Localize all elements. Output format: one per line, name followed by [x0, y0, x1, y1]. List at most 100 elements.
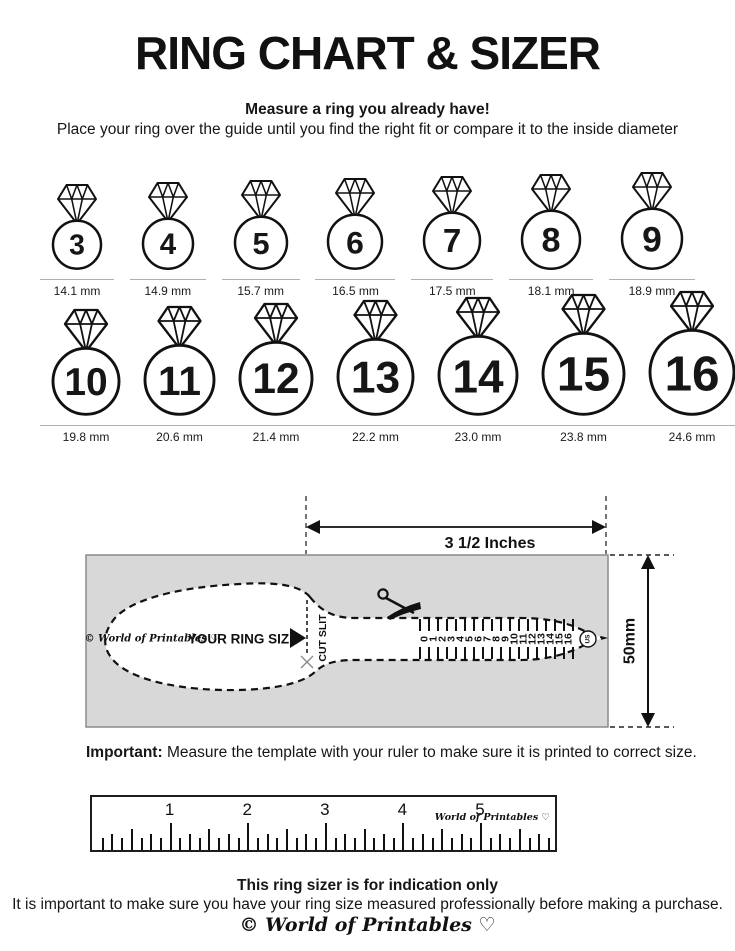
ruler-tick: [363, 829, 366, 850]
scissors-icon: [377, 588, 421, 620]
ruler-tick: [179, 838, 182, 850]
ruler-tick: [315, 838, 318, 850]
ring-size-number: 13: [351, 353, 400, 402]
ruler-tick: [286, 829, 288, 850]
diameter-underline: [227, 425, 325, 426]
diamond-ring-icon: 14: [437, 296, 519, 416]
ruler-tick: [189, 834, 191, 850]
ring-size-item: 8 18.1 mm: [509, 173, 594, 298]
ruler-tick: [392, 838, 395, 850]
arrow-up-icon: [641, 555, 655, 569]
ruler-tick: [140, 838, 143, 850]
ruler-tick: [237, 838, 240, 850]
ring-size-item: 13 22.2 mm: [325, 299, 426, 444]
scale-number: 13: [536, 633, 548, 645]
footer-brand: © World of Printables ♡: [239, 914, 496, 936]
pointer-triangle-icon: [290, 628, 306, 648]
scale-number: 11: [518, 633, 530, 644]
scale-number: 3: [446, 636, 458, 642]
diameter-underline: [530, 425, 637, 426]
diamond-ring-icon: 3: [51, 184, 103, 270]
diamond-ring-icon: 12: [238, 302, 314, 416]
diameter-label: 14.9 mm: [144, 284, 192, 298]
important-label: Important:: [86, 744, 163, 761]
ruler-tick: [450, 838, 453, 850]
footer-heading: This ring sizer is for indication only: [237, 877, 498, 894]
ruler-tick: [121, 838, 124, 850]
ruler-tick: [111, 834, 114, 850]
ring-size-number: 16: [664, 345, 719, 401]
ruler-tick: [276, 838, 279, 850]
footer-body: It is important to make sure you have yo…: [12, 896, 723, 913]
ruler-tick: [305, 834, 308, 850]
ruler-tick: [130, 829, 133, 850]
ring-size-item: 3 14.1 mm: [40, 183, 114, 298]
diameter-label: 21.4 mm: [252, 430, 300, 444]
us-badge-label: US: [585, 634, 592, 644]
scale-number: 15: [554, 633, 566, 645]
ring-size-item: 14 23.0 mm: [426, 296, 530, 444]
ring-size-number: 6: [347, 225, 365, 261]
diameter-label: 16.5 mm: [332, 284, 379, 298]
ring-size-number: 15: [557, 348, 610, 401]
ruler-inch-number: 1: [164, 800, 175, 819]
ring-size-number: 9: [642, 220, 662, 260]
ring-size-number: 11: [158, 358, 201, 404]
diameter-underline: [221, 279, 300, 280]
cut-slit-label: CUT SLIT: [317, 614, 329, 662]
ruler-tick: [470, 838, 473, 850]
arrow-right-icon: [592, 520, 606, 534]
ruler-inch-number: 3: [320, 800, 330, 819]
ring-size-item: 9 18.9 mm: [608, 171, 695, 298]
ruler-tick: [295, 838, 298, 850]
height-label: 50mm: [622, 618, 639, 664]
diamond-ring-icon: 15: [541, 293, 626, 416]
footer-block: This ring sizer is for indication only I…: [0, 876, 735, 914]
us-unit-badge: US: [579, 630, 597, 648]
diamond-ring-icon: 9: [620, 172, 684, 270]
ring-size-item: 6 16.5 mm: [315, 177, 396, 298]
arrow-down-icon: [641, 713, 655, 727]
ring-sizer-figure: 3 1/2 Inches CUT SLIT © World of Printab…: [0, 470, 735, 750]
ring-size-item: 12 21.4 mm: [227, 302, 325, 444]
diameter-label: 15.7 mm: [237, 284, 284, 298]
diamond-ring-icon: 5: [233, 180, 288, 270]
ruler-tick: [373, 838, 376, 850]
diameter-underline: [637, 425, 735, 426]
diameter-underline: [129, 279, 206, 280]
scale-number: 7: [482, 636, 494, 642]
scale-number: 16: [563, 633, 575, 645]
ring-size-number: 7: [443, 223, 461, 260]
ruler-tick: [499, 834, 502, 850]
diameter-label: 24.6 mm: [668, 430, 716, 444]
ruler-tick: [208, 829, 211, 850]
ruler-tick: [509, 838, 512, 850]
diameter-label: 18.9 mm: [628, 284, 676, 298]
diameter-label: 14.1 mm: [53, 284, 101, 298]
scale-number: 14: [545, 633, 557, 645]
ruler-brand: World of Printables ♡: [434, 812, 550, 823]
diamond-ring-icon: 10: [51, 308, 121, 416]
ring-size-number: 14: [452, 350, 504, 402]
ruler-tick: [353, 838, 356, 850]
diamond-ring-icon: 7: [423, 176, 482, 270]
printable-ruler: World of Printables ♡ 1 2 3 4 5: [90, 795, 557, 852]
intro-body: Place your ring over the guide until you…: [56, 121, 679, 138]
diamond-ring-icon: 8: [520, 174, 582, 270]
diameter-label: 23.0 mm: [454, 430, 502, 444]
ruler-tick: [169, 823, 172, 850]
diameter-label: 18.1 mm: [527, 284, 575, 298]
diamond-ring-icon: 4: [141, 182, 195, 270]
page-title: RING CHART & SIZER: [135, 27, 601, 79]
cut-slit: CUT SLIT: [300, 600, 329, 669]
ring-size-item: 5 15.7 mm: [221, 179, 300, 298]
ruler-tick: [538, 834, 541, 850]
diameter-underline: [40, 425, 132, 426]
scale-number: 6: [473, 636, 485, 642]
ruler-inch-number: 2: [242, 800, 252, 819]
ruler-tick: [383, 834, 385, 850]
width-label: 3 1/2 Inches: [445, 535, 536, 552]
diameter-underline: [509, 279, 594, 280]
